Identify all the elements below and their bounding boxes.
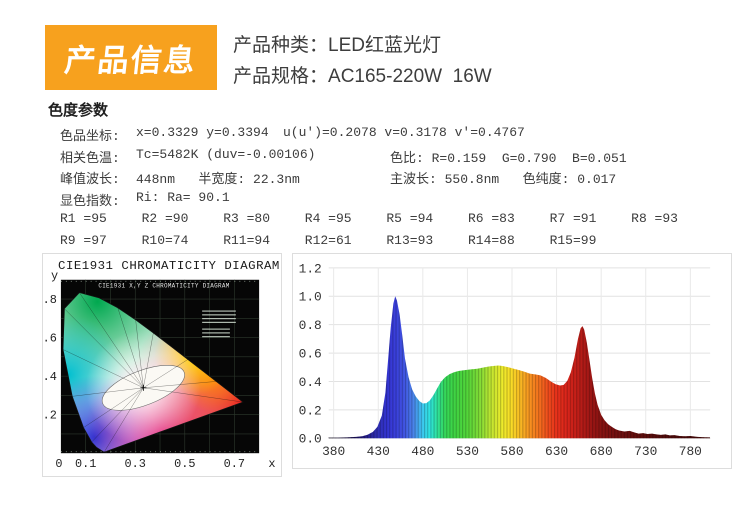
spectrum-svg: 0.0 0.2 0.4 0.6 0.8 1.0 1.2 380 430 480 530 580 630 6… <box>299 261 711 459</box>
svg-text:0: 0 <box>55 457 62 471</box>
param-col1: 448nm 半宽度: 22.3nm <box>136 172 300 187</box>
param-col1: Tc=5482K (duv=-0.00106) <box>136 146 316 162</box>
cri-value: R14=88 <box>467 232 515 248</box>
cri-value: R3 =80 <box>223 211 270 226</box>
param-col1: Ri: Ra= 90.1 <box>136 189 230 205</box>
product-spec-value: AC165-220W 16W <box>328 66 492 87</box>
svg-text:.2: .2 <box>43 409 57 423</box>
svg-text:.6: .6 <box>43 332 57 346</box>
product-type-line: 产品种类：LED红蓝光灯 <box>233 30 441 57</box>
svg-text:730: 730 <box>634 444 657 459</box>
cri-value: R8 =93 <box>631 211 678 226</box>
product-spec-line: 产品规格：AC165-220W 16W <box>233 61 492 88</box>
svg-text:680: 680 <box>590 444 613 459</box>
cri-value: R7 =91 <box>549 211 597 226</box>
param-row: 峰值波长: 448nm 半宽度: 22.3nm 主波长: 550.8nm 色纯度: … <box>60 168 732 190</box>
chromaticity-parameters: 色品坐标: x=0.3329 y=0.3394 u(u')=0.2078 v=0.3… <box>60 125 732 254</box>
cri-value: R9 =97 <box>60 232 107 248</box>
svg-text:1.0: 1.0 <box>299 290 322 305</box>
svg-text:580: 580 <box>500 444 523 459</box>
svg-text:0.2: 0.2 <box>299 403 322 418</box>
param-col2: u(u')=0.2078 v=0.3178 v'=0.4767 <box>283 125 525 140</box>
param-row: 显色指数: Ri: Ra= 90.1 <box>60 190 732 212</box>
svg-text:CIE1931 X,Y Z CHROMATICITY DIA: CIE1931 X,Y Z CHROMATICITY DIAGRAM <box>98 283 229 290</box>
cri-value: R5 =94 <box>386 211 434 226</box>
svg-text:y: y <box>51 269 58 283</box>
param-col1: x=0.3329 y=0.3394 <box>136 125 269 140</box>
param-row: 相关色温: Tc=5482K (duv=-0.00106) 色比: R=0.159 … <box>60 147 732 169</box>
cri-value: R13=93 <box>386 232 434 248</box>
product-spec-label: 产品规格： <box>233 66 329 87</box>
spectral-distribution-chart: 0.0 0.2 0.4 0.6 0.8 1.0 1.2 380 430 480 530 580 630 6… <box>292 253 732 469</box>
cri-value: R1 =95 <box>60 211 107 226</box>
svg-text:.4: .4 <box>43 370 57 384</box>
svg-text:480: 480 <box>411 444 434 459</box>
svg-text:0.6: 0.6 <box>299 347 322 362</box>
svg-text:780: 780 <box>679 444 702 459</box>
section-title-chromaticity: 色度参数 <box>48 102 109 119</box>
param-label: 峰值波长: <box>60 172 120 187</box>
svg-text:0.4: 0.4 <box>299 375 322 390</box>
svg-text:380: 380 <box>322 444 345 459</box>
svg-text:630: 630 <box>545 444 568 459</box>
product-info-badge-label: 产品信息 <box>62 43 199 78</box>
svg-text:0.1: 0.1 <box>75 457 96 471</box>
cri-value: R15=99 <box>549 232 597 248</box>
svg-text:CIE1931 CHROMATICITY DIAGRAM: CIE1931 CHROMATICITY DIAGRAM <box>58 259 280 273</box>
cri-row: R1 =95 R2 =90 R3 =80 R4 =95 R5 =94 R6 =83 R7 =… <box>60 211 732 233</box>
cri-value: R10=74 <box>141 232 189 248</box>
svg-text:0.7: 0.7 <box>224 457 245 471</box>
svg-text:0.5: 0.5 <box>174 457 195 471</box>
param-col2: 主波长: 550.8nm 色纯度: 0.017 <box>390 172 617 187</box>
param-col2: 色比: R=0.159 G=0.790 B=0.051 <box>390 150 627 166</box>
cri-value: R2 =90 <box>141 211 189 226</box>
param-label: 显色指数: <box>60 193 120 209</box>
cri-value: R6 =83 <box>467 211 515 226</box>
svg-text:530: 530 <box>456 444 479 459</box>
cri-value: R4 =95 <box>304 211 352 226</box>
param-label: 色品坐标: <box>60 129 120 144</box>
product-info-badge: 产品信息 <box>45 25 217 90</box>
svg-text:x: x <box>268 457 275 471</box>
cri-value: R11=94 <box>223 232 270 248</box>
svg-text:0.0: 0.0 <box>299 432 322 447</box>
product-type-label: 产品种类： <box>233 35 329 56</box>
cri-value: R12=61 <box>304 232 352 248</box>
svg-text:1.2: 1.2 <box>299 261 322 276</box>
svg-text:0.8: 0.8 <box>299 318 322 333</box>
svg-text:0.3: 0.3 <box>125 457 146 471</box>
svg-text:.8: .8 <box>43 293 57 307</box>
cri-row: R9 =97 R10=74 R11=94 R12=61 R13=93 R14=88 R15=… <box>60 233 732 255</box>
param-label: 相关色温: <box>60 150 120 166</box>
cie-chromaticity-chart: CIE1931 CHROMATICITY DIAGRAM y CIE1931 X,Y… <box>42 253 282 477</box>
svg-text:430: 430 <box>367 444 390 459</box>
param-row: 色品坐标: x=0.3329 y=0.3394 u(u')=0.2078 v=0.3… <box>60 125 732 147</box>
product-type-value: LED红蓝光灯 <box>328 35 441 56</box>
